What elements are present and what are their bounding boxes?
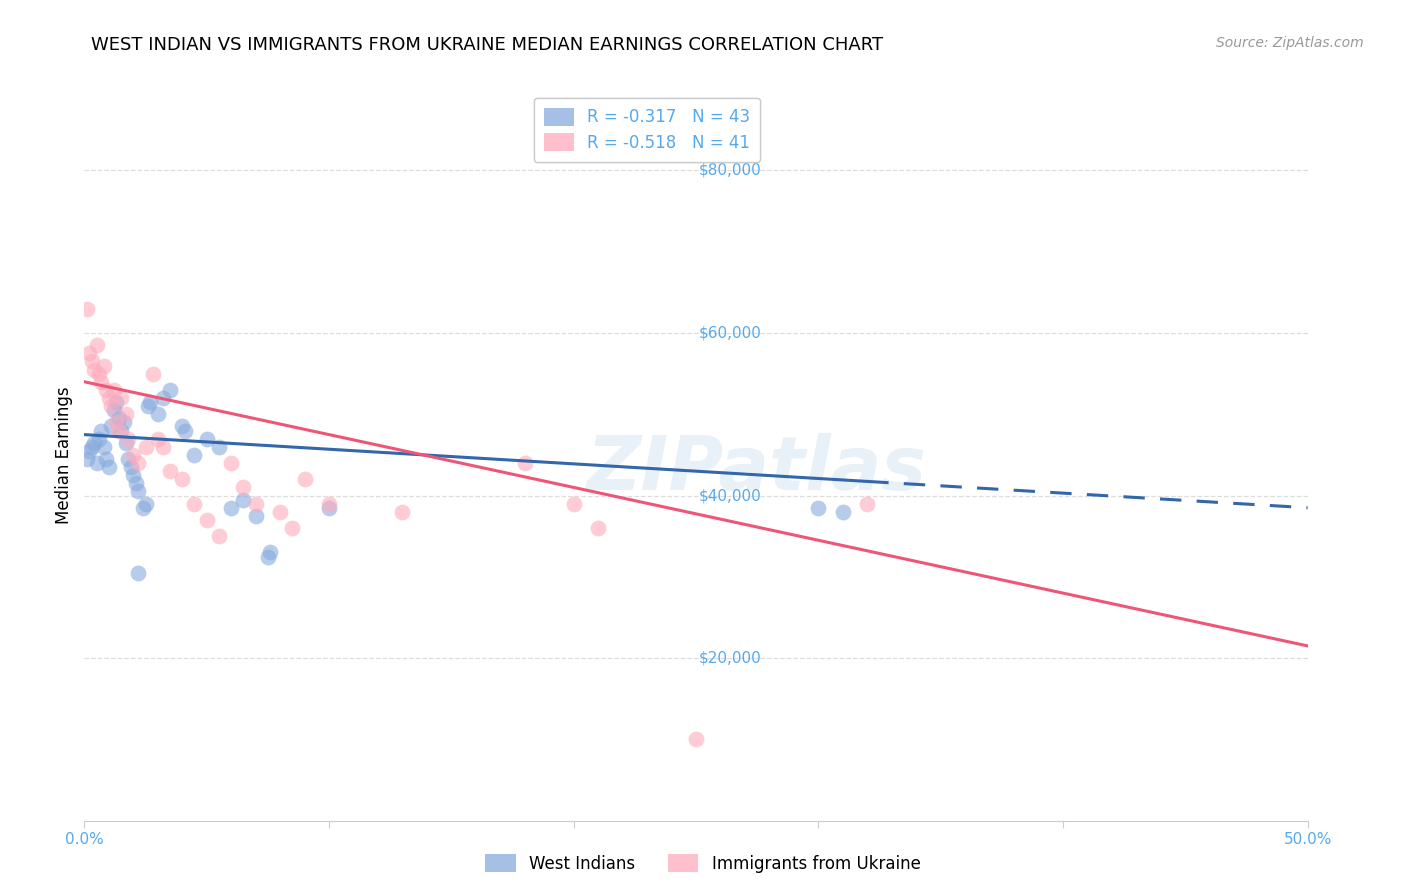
Point: [112, 416, 135, 430]
Point: [685, 732, 707, 747]
Point: [294, 472, 316, 486]
Point: [117, 432, 139, 446]
Point: [391, 505, 413, 519]
Point: [183, 497, 205, 511]
Point: [96, 383, 118, 397]
Point: [195, 513, 218, 527]
Point: [513, 456, 536, 470]
Point: [152, 391, 174, 405]
Point: [103, 383, 125, 397]
Point: [103, 403, 125, 417]
Point: [146, 407, 169, 421]
Point: [807, 500, 830, 515]
Point: [208, 440, 231, 454]
Point: [80, 440, 103, 454]
Point: [90, 375, 112, 389]
Point: [87, 432, 110, 446]
Point: [105, 416, 128, 430]
Point: [159, 383, 181, 397]
Point: [219, 456, 242, 470]
Y-axis label: Median Earnings: Median Earnings: [55, 386, 73, 524]
Point: [122, 448, 145, 462]
Point: [127, 484, 149, 499]
Text: $40,000: $40,000: [699, 488, 761, 503]
Point: [135, 440, 157, 454]
Point: [122, 468, 145, 483]
Point: [90, 424, 112, 438]
Point: [281, 521, 304, 535]
Point: [110, 424, 132, 438]
Point: [105, 395, 128, 409]
Point: [115, 407, 138, 421]
Point: [80, 354, 103, 368]
Point: [135, 497, 157, 511]
Point: [83, 435, 105, 450]
Point: [100, 419, 122, 434]
Point: [146, 432, 169, 446]
Point: [100, 399, 122, 413]
Point: [245, 508, 267, 523]
Point: [172, 419, 194, 434]
Point: [269, 505, 291, 519]
Point: [173, 424, 195, 438]
Point: [97, 460, 120, 475]
Text: ZIPatlas: ZIPatlas: [588, 433, 927, 506]
Point: [139, 395, 162, 409]
Point: [93, 440, 115, 454]
Point: [856, 497, 879, 511]
Point: [87, 367, 110, 381]
Point: [257, 549, 280, 564]
Point: [232, 480, 254, 494]
Text: $20,000: $20,000: [699, 650, 761, 665]
Text: WEST INDIAN VS IMMIGRANTS FROM UKRAINE MEDIAN EARNINGS CORRELATION CHART: WEST INDIAN VS IMMIGRANTS FROM UKRAINE M…: [91, 36, 883, 54]
Point: [86, 338, 108, 352]
Point: [97, 391, 120, 405]
Point: [195, 432, 218, 446]
Point: [318, 500, 340, 515]
Point: [586, 521, 609, 535]
Point: [115, 435, 138, 450]
Point: [76, 452, 98, 467]
Point: [93, 359, 115, 373]
Point: [562, 497, 585, 511]
Point: [83, 362, 105, 376]
Point: [142, 367, 165, 381]
Point: [76, 301, 98, 316]
Point: [318, 497, 340, 511]
Legend: West Indians, Immigrants from Ukraine: West Indians, Immigrants from Ukraine: [479, 847, 927, 880]
Point: [232, 492, 254, 507]
Point: [208, 529, 231, 543]
Point: [77, 443, 100, 458]
Point: [107, 411, 129, 425]
Point: [120, 460, 142, 475]
Point: [96, 452, 118, 467]
Point: [127, 456, 149, 470]
Point: [107, 424, 129, 438]
Point: [219, 500, 242, 515]
Legend: R = -0.317   N = 43, R = -0.518   N = 41: R = -0.317 N = 43, R = -0.518 N = 41: [534, 97, 761, 161]
Point: [117, 452, 139, 467]
Point: [127, 566, 149, 580]
Text: $60,000: $60,000: [699, 326, 761, 341]
Point: [183, 448, 205, 462]
Point: [125, 476, 148, 491]
Point: [831, 505, 853, 519]
Point: [110, 391, 132, 405]
Point: [259, 545, 281, 559]
Point: [132, 500, 155, 515]
Point: [159, 464, 181, 478]
Point: [172, 472, 194, 486]
Point: [136, 399, 159, 413]
Point: [152, 440, 174, 454]
Point: [86, 456, 108, 470]
Point: [245, 497, 267, 511]
Text: Source: ZipAtlas.com: Source: ZipAtlas.com: [1216, 36, 1364, 50]
Point: [77, 346, 100, 360]
Text: $80,000: $80,000: [699, 163, 761, 178]
